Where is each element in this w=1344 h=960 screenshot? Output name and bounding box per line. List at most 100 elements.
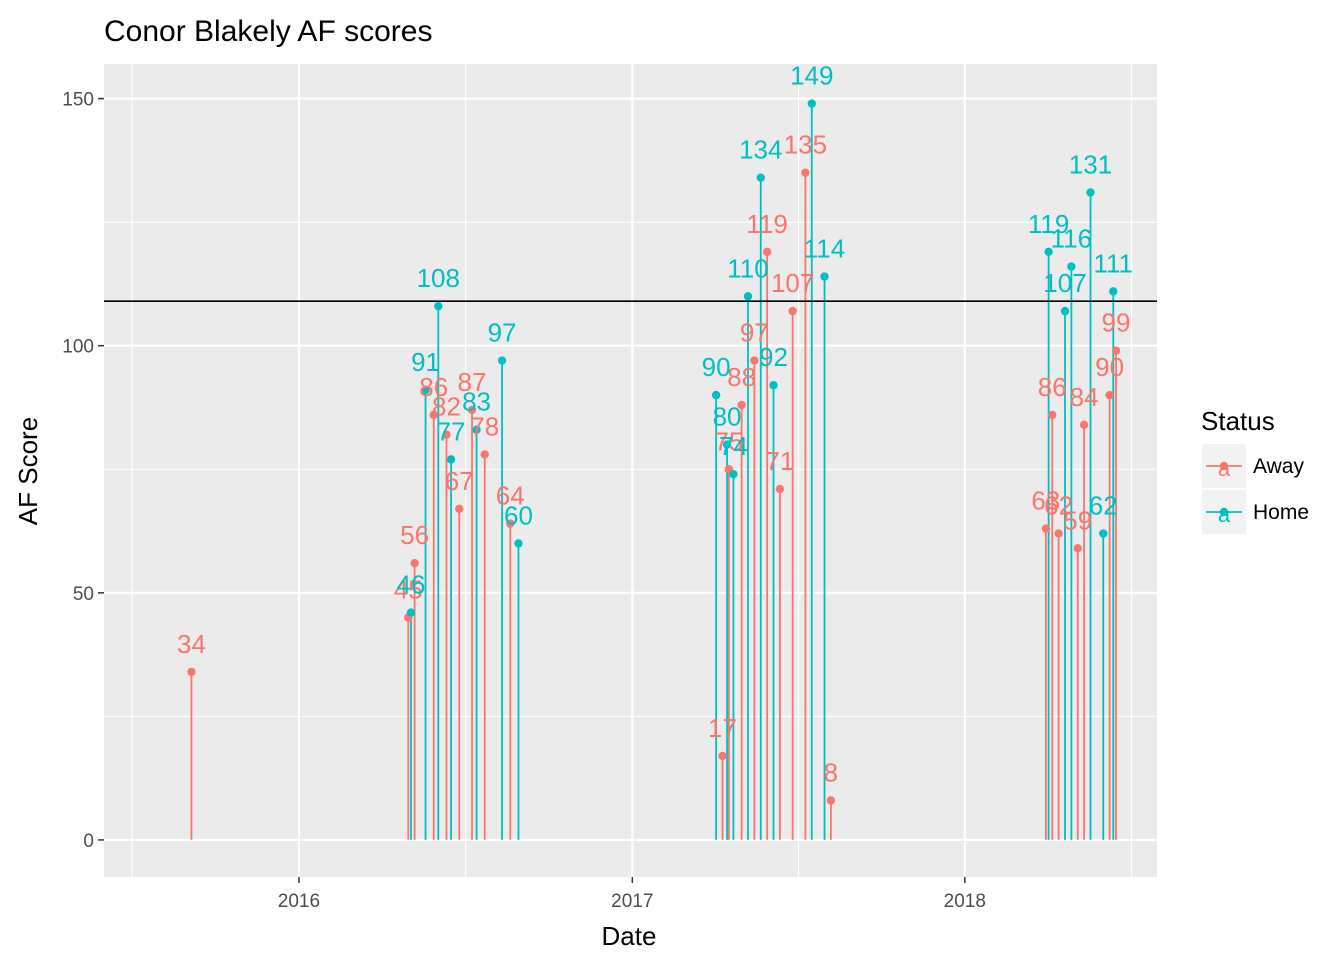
point-home [711,390,721,400]
y-axis: 0 50 100 150 [62,90,104,852]
point-home [497,356,507,365]
y-tick-label: 50 [73,584,94,605]
point-away [1054,529,1063,538]
data-label-home: 80 [713,402,742,432]
point-home [1060,306,1070,316]
y-tick-label: 150 [62,90,94,111]
data-label-home: 110 [727,253,768,283]
point-away [187,667,196,677]
point-away [442,430,451,439]
data-label-away: 86 [1038,372,1067,402]
point-away [737,400,746,410]
point-away [410,558,419,568]
point-away [1079,420,1089,429]
data-label-away: 119 [746,209,787,239]
point-away [718,751,727,761]
point-home [514,539,523,548]
point-away [506,519,515,528]
legend-key-glyph: a [1218,502,1231,527]
plot-panel: 3445568682678778641775889711971107135863… [104,61,1157,877]
point-away [1105,390,1114,400]
point-home [446,455,456,464]
data-label-away: 90 [1095,352,1124,382]
point-away [762,247,772,257]
data-label-away: 84 [1070,382,1099,412]
data-label-away: 97 [740,318,769,348]
point-home [1067,262,1076,271]
data-label-away: 67 [445,466,474,496]
x-axis: 2016 2017 2018 [278,877,986,912]
point-home [1109,287,1118,296]
point-away [1048,410,1057,420]
point-home [722,440,732,449]
data-label-away: 135 [784,130,827,160]
point-home [807,99,816,108]
data-label-home: 119 [1028,209,1069,239]
data-label-away: 56 [400,520,429,550]
point-away [775,484,785,494]
grid-minor [104,64,1157,877]
point-away [826,796,836,805]
data-label-away: 64 [496,481,525,511]
data-label-away: 107 [771,268,814,298]
point-away [750,356,759,365]
data-label-home: 131 [1069,149,1112,179]
data-label-home: 83 [462,387,491,417]
point-home [729,470,738,479]
data-label-away: 71 [765,446,794,476]
data-label-away: 88 [727,362,756,392]
data-label-home: 62 [1089,491,1118,521]
point-away [467,405,477,415]
grid-major [104,64,1157,877]
point-away [1111,346,1121,355]
point-away [480,450,489,459]
data-label-home: 111 [1094,248,1134,278]
x-axis-title: Date [602,921,657,951]
data-label-home: 74 [719,431,748,461]
point-away [455,504,464,514]
legend-key-point [1219,507,1229,517]
point-home [1086,188,1095,197]
data-label-home: 134 [739,135,782,165]
data-label-home: 149 [790,61,833,91]
data-label-away: 34 [177,629,206,659]
data-label-home: 91 [411,347,440,377]
data-label-away: 62 [1044,491,1073,521]
point-away [1041,524,1051,533]
point-home [1044,247,1053,257]
point-home [406,608,416,617]
point-home [421,385,430,395]
data-label-home: 92 [759,342,788,372]
x-tick-label: 2017 [611,891,653,912]
data-label-away: 45 [394,575,423,605]
data-label-home: 46 [397,570,426,600]
legend-key-point [1219,461,1229,471]
data-label-home: 77 [437,416,466,446]
point-home [769,381,778,390]
plot-background [104,64,1157,877]
data-label-home: 108 [417,263,460,293]
point-away [788,306,797,316]
data-label-away: 75 [714,426,743,456]
legend-label-home: Home [1253,501,1309,524]
point-home [743,292,753,301]
data-labels: 3445568682678778641775889711971107135863… [177,61,1133,788]
data-label-home: 114 [804,234,845,264]
data-label-away: 99 [1102,308,1131,338]
y-tick-label: 100 [62,337,94,358]
y-axis-title: AF Score [13,417,43,525]
legend-label-away: Away [1253,455,1304,478]
points [187,99,1121,805]
point-home [820,272,829,281]
point-home [472,425,481,434]
data-label-away: 82 [432,392,461,422]
y-tick-label: 0 [83,831,94,852]
legend-title: Status [1201,406,1275,436]
x-tick-label: 2018 [944,891,986,912]
data-label-away: 59 [1063,505,1092,535]
data-label-away: 86 [419,372,448,402]
x-tick-label: 2016 [278,891,320,912]
